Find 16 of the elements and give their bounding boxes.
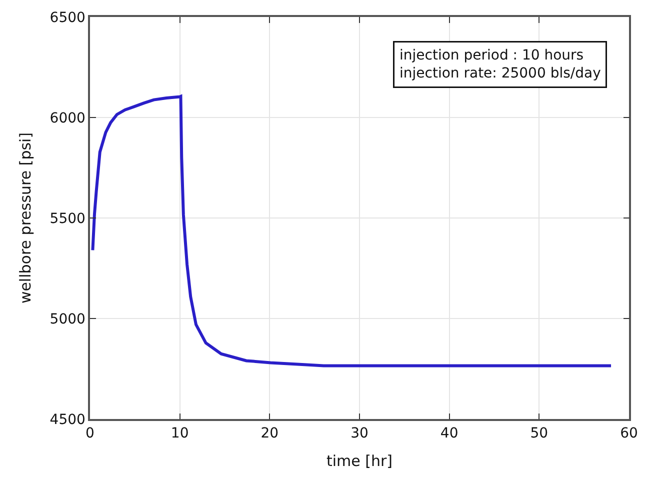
x-tick-label: 20	[260, 426, 279, 442]
x-tick-label: 40	[440, 426, 458, 442]
x-tick-label: 60	[620, 426, 638, 442]
x-tick-label: 30	[350, 426, 368, 442]
y-axis-title: wellbore pressure [psi]	[16, 132, 35, 304]
y-tick-label: 5500	[50, 210, 86, 227]
x-tick-label: 0	[86, 426, 94, 442]
y-tick-label: 6500	[50, 10, 86, 26]
x-axis-title: time [hr]	[326, 452, 393, 470]
y-tick-label: 6000	[50, 110, 86, 126]
y-tick-label: 5000	[50, 311, 86, 328]
y-tick-label: 4500	[50, 412, 86, 428]
x-tick-label: 10	[170, 426, 189, 442]
x-tick-label: 50	[530, 426, 548, 442]
line-series	[91, 94, 613, 368]
annotation: injection period : 10 hours injection rate: 25000 bls/day	[400, 48, 601, 82]
